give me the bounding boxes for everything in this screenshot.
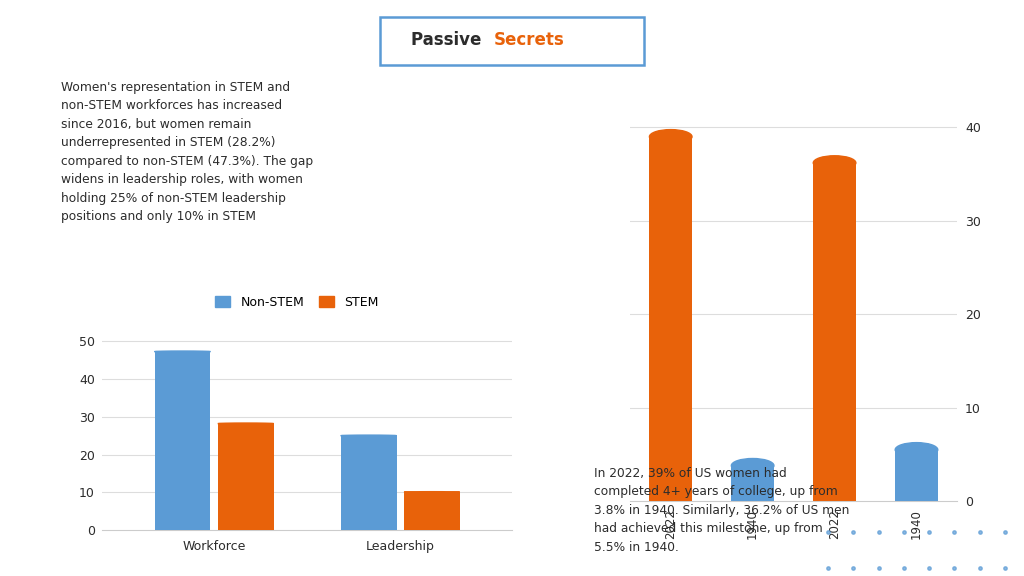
Text: Women's representation in STEM and
non-STEM workforces has increased
since 2016,: Women's representation in STEM and non-S…	[61, 81, 313, 223]
Ellipse shape	[649, 130, 692, 144]
Point	[972, 564, 988, 573]
Point	[972, 527, 988, 536]
Point	[820, 527, 837, 536]
Point	[845, 564, 861, 573]
Point	[946, 564, 963, 573]
Point	[870, 564, 887, 573]
Point	[896, 527, 912, 536]
Ellipse shape	[218, 423, 273, 424]
Bar	[404, 492, 460, 530]
Text: Secrets: Secrets	[494, 31, 564, 50]
Bar	[813, 163, 856, 501]
FancyBboxPatch shape	[380, 17, 644, 65]
Bar	[218, 423, 273, 530]
Point	[921, 527, 937, 536]
Legend: Non-STEM, STEM: Non-STEM, STEM	[210, 291, 384, 314]
Point	[820, 564, 837, 573]
Bar	[341, 435, 396, 530]
Point	[996, 527, 1013, 536]
Text: In 2022, 39% of US women had
completed 4+ years of college, up from
3.8% in 1940: In 2022, 39% of US women had completed 4…	[594, 467, 849, 554]
Point	[870, 527, 887, 536]
Bar	[731, 465, 774, 501]
Point	[896, 564, 912, 573]
Ellipse shape	[813, 156, 856, 170]
Point	[946, 527, 963, 536]
Ellipse shape	[404, 492, 460, 493]
Ellipse shape	[731, 458, 774, 473]
Point	[921, 564, 937, 573]
Text: Passive: Passive	[412, 31, 487, 50]
Bar	[155, 351, 210, 530]
Bar	[895, 450, 938, 501]
Point	[996, 564, 1013, 573]
Bar	[649, 137, 692, 501]
Point	[845, 527, 861, 536]
Ellipse shape	[895, 442, 938, 457]
Ellipse shape	[155, 351, 210, 352]
Ellipse shape	[341, 435, 396, 436]
